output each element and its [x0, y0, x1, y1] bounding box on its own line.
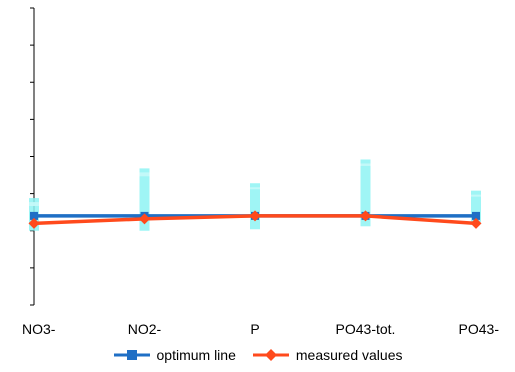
range-bar-highlight-2 [250, 187, 260, 190]
legend-swatch-1 [252, 349, 289, 361]
legend-marker-0 [126, 350, 137, 360]
range-bar-highlight-0 [29, 202, 39, 207]
legend-entry-1: measured values [252, 347, 403, 363]
x-tick-label-3: PO43-tot. [336, 321, 396, 337]
range-bar-highlight-3 [360, 163, 371, 166]
point-0-0 [30, 211, 38, 220]
y-axis [30, 7, 35, 306]
range-bar-highlight-1 [139, 172, 150, 177]
range-bar-1 [139, 168, 150, 231]
point-1-2 [249, 210, 261, 222]
x-tick-label-1: NO2- [128, 321, 162, 337]
x-tick-labels: NO3- NO2- P PO43-tot. PO43- [22, 321, 499, 337]
x-tick-label-4: PO43- [459, 321, 500, 337]
series-lines [28, 210, 482, 229]
legend-swatch-0 [113, 350, 150, 360]
range-bar-highlight-4 [471, 194, 481, 197]
point-1-0 [28, 217, 40, 229]
legend-marker-1 [264, 349, 277, 361]
point-1-4 [470, 217, 482, 229]
range-bar-4 [471, 190, 481, 222]
chart-svg: NO3- NO2- P PO43-tot. PO43- [22, 7, 499, 337]
point-1-1 [139, 213, 150, 225]
legend-label-1: measured values [295, 347, 403, 363]
range-bar-3 [360, 159, 371, 227]
legend-entry-0: optimum line [113, 347, 236, 363]
point-0-4 [472, 211, 480, 220]
x-tick-label-0: NO3- [22, 321, 56, 337]
point-1-3 [360, 210, 371, 222]
legend: optimum line measured values [0, 343, 515, 367]
x-tick-label-2: P [250, 321, 259, 337]
range-bar-2 [250, 183, 260, 230]
legend-label-0: optimum line [156, 347, 236, 363]
